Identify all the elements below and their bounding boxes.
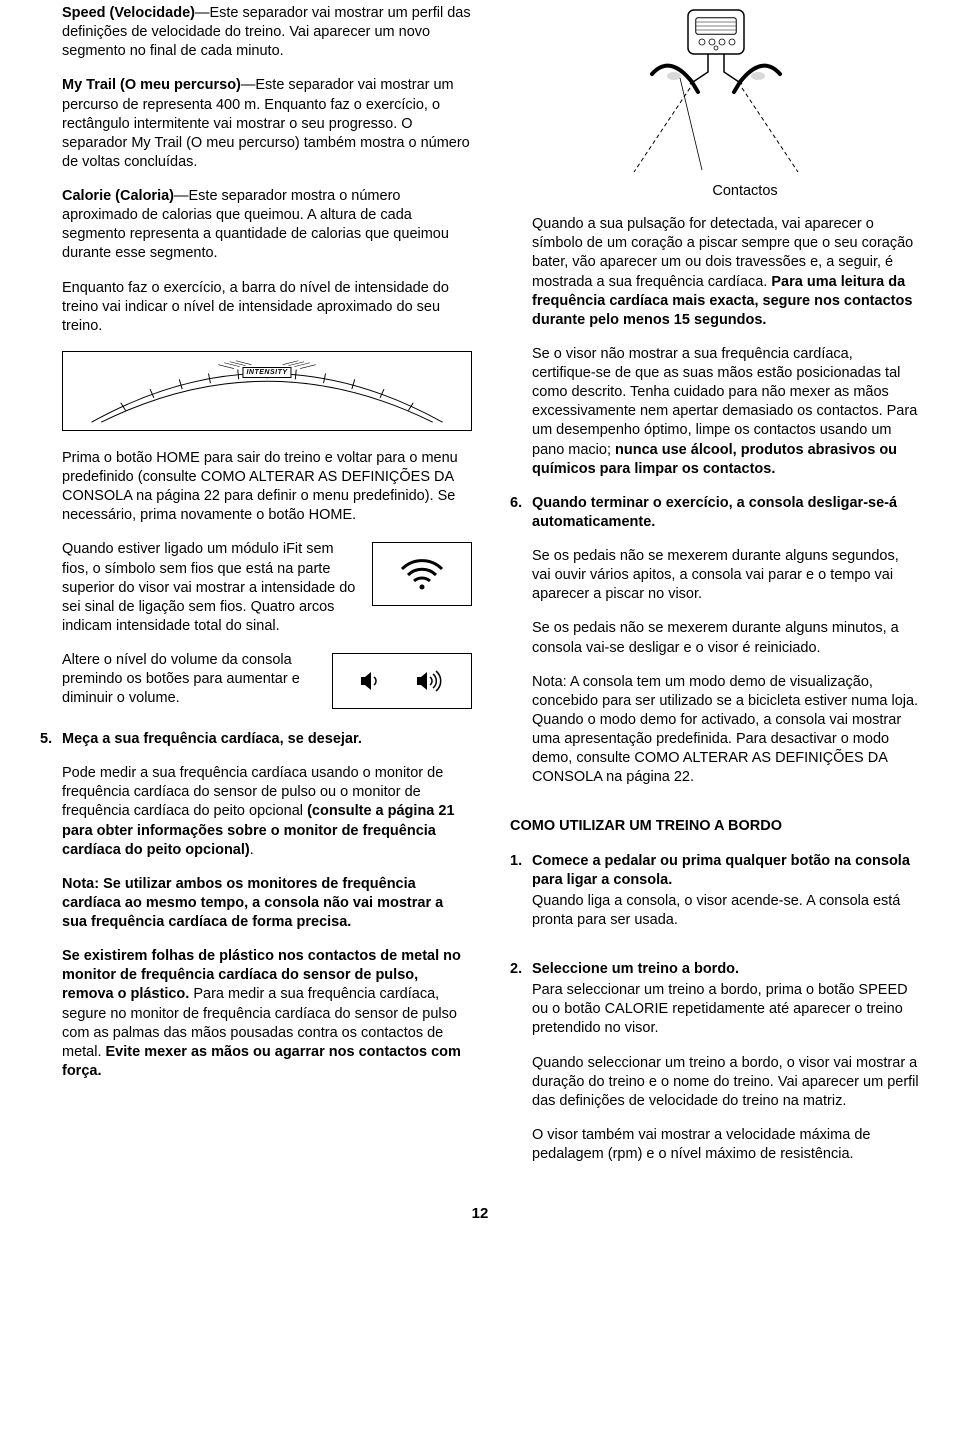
step-5-p1-c: . xyxy=(250,842,254,858)
step-6-num: 6. xyxy=(510,494,532,803)
step-5-p1: Pode medir a sua frequência cardíaca usa… xyxy=(62,764,472,860)
para-calorie: Calorie (Caloria)—Este separador mostra … xyxy=(62,187,472,264)
onboard-step-2-p1: Para seleccionar um treino a bordo, prim… xyxy=(532,981,920,1038)
para-home-button: Prima o botão HOME para sair do treino e… xyxy=(62,449,472,526)
right-column: Contactos Quando a sua pulsação for dete… xyxy=(510,4,920,1194)
right-p2: Se o visor não mostrar a sua frequência … xyxy=(532,345,920,479)
step-6-heading: Quando terminar o exercício, a consola d… xyxy=(532,494,920,532)
para-intensity-intro: Enquanto faz o exercício, a barra do nív… xyxy=(62,279,472,336)
step-5-p2: Se existirem folhas de plástico nos cont… xyxy=(62,947,472,1081)
step-6-p1: Se os pedais não se mexerem durante algu… xyxy=(532,547,920,604)
onboard-step-1-body: Quando liga a consola, o visor acende-se… xyxy=(532,892,920,930)
step-6: 6. Quando terminar o exercício, a consol… xyxy=(532,494,920,803)
wifi-icon-box xyxy=(372,542,472,606)
onboard-steps: 1. Comece a pedalar ou prima qualquer bo… xyxy=(510,852,920,1180)
step-5-p2-c: Evite mexer as mãos ou agarrar nos conta… xyxy=(62,1044,461,1079)
para-speed: Speed (Velocidade)—Este separador vai mo… xyxy=(62,4,472,61)
onboard-step-2-p2: Quando seleccionar um treino a bordo, o … xyxy=(532,1054,920,1111)
intensity-arc-svg xyxy=(63,352,471,430)
right-p1: Quando a sua pulsação for detectada, vai… xyxy=(532,215,920,330)
onboard-step-1: 1. Comece a pedalar ou prima qualquer bo… xyxy=(532,852,920,946)
intensity-label: INTENSITY xyxy=(242,367,291,378)
mytrail-label: My Trail (O meu percurso) xyxy=(62,77,241,93)
step-5-note: Nota: Se utilizar ambos os monitores de … xyxy=(62,875,472,932)
exercise-bike-illustration xyxy=(590,4,840,174)
step-5: 5. Meça a sua frequência cardíaca, se de… xyxy=(62,730,472,1096)
wifi-icon xyxy=(400,557,444,591)
para-volume-block: Altere o nível do volume da consola prem… xyxy=(62,651,472,715)
right-indent: Quando a sua pulsação for detectada, vai… xyxy=(510,215,920,802)
volume-high-icon xyxy=(415,670,445,692)
onboard-step-1-num: 1. xyxy=(510,852,532,946)
onboard-step-2-num: 2. xyxy=(510,960,532,1179)
onboard-step-1-heading: Comece a pedalar ou prima qualquer botão… xyxy=(532,852,920,890)
volume-icon-box xyxy=(332,653,472,709)
para-mytrail: My Trail (O meu percurso)—Este separador… xyxy=(62,76,472,172)
wifi-text: Quando estiver ligado um módulo iFit sem… xyxy=(62,541,355,634)
calorie-label: Calorie (Caloria) xyxy=(62,188,174,204)
volume-text: Altere o nível do volume da consola prem… xyxy=(62,652,300,706)
volume-low-icon xyxy=(359,670,383,692)
step-5-num: 5. xyxy=(40,730,62,1096)
step-5-heading: Meça a sua frequência cardíaca, se desej… xyxy=(62,730,472,749)
contactos-label: Contactos xyxy=(570,182,920,201)
page-number: 12 xyxy=(40,1204,920,1224)
para-wifi-block: Quando estiver ligado um módulo iFit sem… xyxy=(62,540,472,636)
onboard-step-2: 2. Seleccione um treino a bordo. Para se… xyxy=(532,960,920,1179)
onboard-step-2-heading: Seleccione um treino a bordo. xyxy=(532,960,920,979)
step-6-p2: Se os pedais não se mexerem durante algu… xyxy=(532,619,920,657)
section-heading: COMO UTILIZAR UM TREINO A BORDO xyxy=(510,817,920,836)
intensity-diagram: INTENSITY xyxy=(62,351,472,431)
left-column: Speed (Velocidade)—Este separador vai mo… xyxy=(40,4,472,1194)
speed-label: Speed (Velocidade) xyxy=(62,5,195,21)
onboard-step-2-p3: O visor também vai mostrar a velocidade … xyxy=(532,1126,920,1164)
step-6-p3: Nota: A consola tem um modo demo de visu… xyxy=(532,673,920,788)
